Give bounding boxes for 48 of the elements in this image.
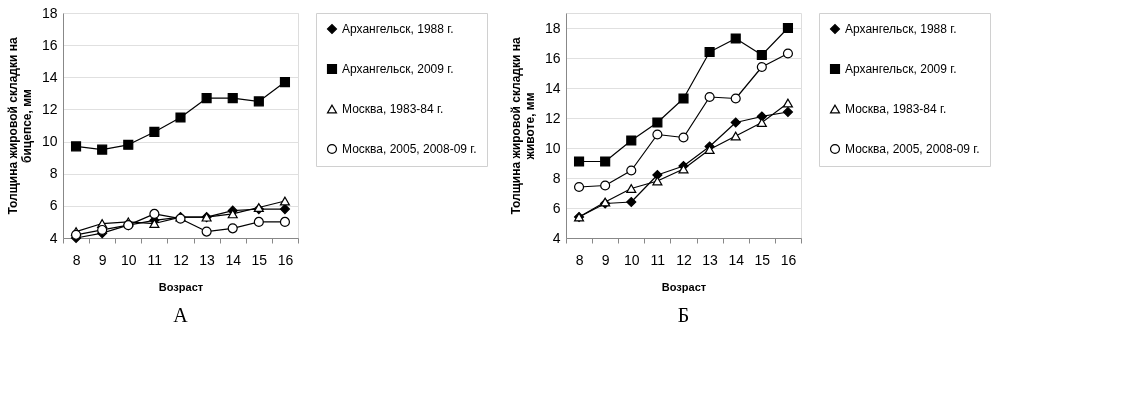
y-tick-label: 10 [544,139,561,156]
legend-label: Москва, 1983-84 г. [342,102,444,116]
x-axis-title: Возраст [158,280,204,293]
x-tick-label: 11 [650,251,666,268]
y-tick-label: 14 [41,68,58,85]
y-tick-label: 14 [544,79,561,96]
x-tick-label: 8 [72,251,81,268]
y-tick-label: 12 [544,109,561,126]
x-tick-label: 10 [623,251,640,268]
legend-label: Архангельск, 1988 г. [342,22,454,36]
x-tick-label: 11 [147,251,163,268]
x-tick-label: 10 [120,251,137,268]
legend-label: Москва, 2005, 2008-09 г. [342,142,477,156]
x-tick-label: 12 [173,251,189,268]
x-tick-label: 15 [251,251,268,268]
y-tick-label: 10 [41,133,58,150]
y-tick-label: 12 [41,100,58,117]
y-tick-label: 6 [49,197,58,214]
y-tick-label: 18 [41,4,58,21]
y-tick-label: 4 [552,229,561,246]
y-tick-label: 18 [544,19,561,36]
legend-label: Москва, 1983-84 г. [845,102,947,116]
y-tick-label: 16 [544,49,561,66]
y-tick-label: 8 [49,165,58,182]
legend-label: Москва, 2005, 2008-09 г. [845,142,980,156]
x-tick-label: 16 [277,251,294,268]
x-tick-label: 13 [702,251,719,268]
y-axis-title: Толщина жировой складки на животе, мм [508,37,537,215]
text: А [173,304,189,326]
x-tick-label: 8 [575,251,584,268]
x-tick-label: 13 [199,251,216,268]
text: Б [677,304,690,326]
y-tick-label: 16 [41,36,58,53]
y-tick-label: 6 [552,199,561,216]
y-tick-label: 8 [552,169,561,186]
y-axis-title: Толщина жировой складки на бицепсе, мм [5,37,34,215]
x-tick-label: 14 [225,251,242,268]
legend-label: Архангельск, 2009 г. [342,62,454,76]
legend-label: Архангельск, 2009 г. [845,62,957,76]
x-tick-label: 9 [98,251,107,268]
x-axis-title: Возраст [661,280,707,293]
x-tick-label: 15 [754,251,771,268]
x-tick-label: 14 [728,251,745,268]
y-tick-label: 4 [49,229,58,246]
x-tick-label: 16 [780,251,797,268]
legend-label: Архангельск, 1988 г. [845,22,957,36]
x-tick-label: 12 [676,251,692,268]
x-tick-label: 9 [601,251,610,268]
